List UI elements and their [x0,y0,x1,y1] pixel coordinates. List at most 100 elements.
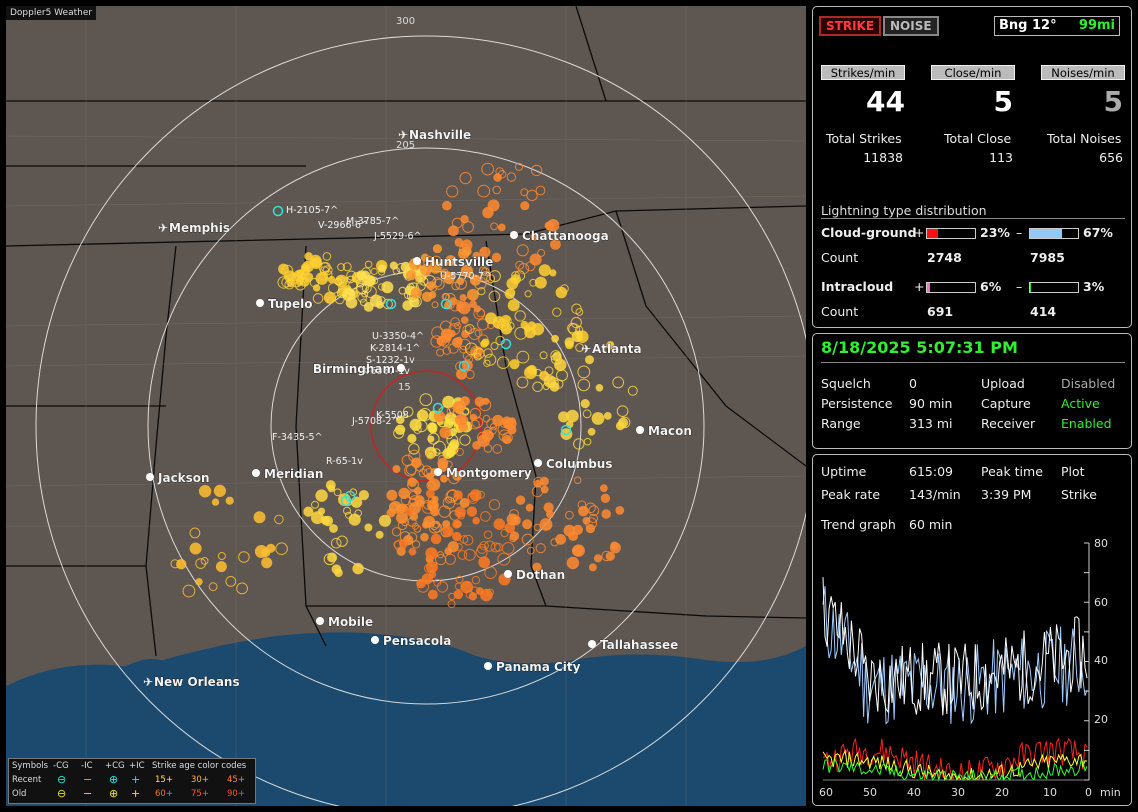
storm-id: F-3435-5^ [272,432,323,443]
storm-id: K-2814-1^ [370,343,420,354]
ring-label-outer: 300 [396,16,415,27]
count-label: Count [821,250,859,265]
y-tick-label: 40 [1094,654,1108,667]
close-per-min-header[interactable]: Close/min [931,65,1015,80]
storm-id: J-5708-2^ [351,416,400,427]
city-dot [146,473,154,481]
plus-ic-symbol: + [131,787,141,800]
ic-positive-pct: 6% [980,279,1002,294]
trend-graph: 80 60 40 20 60 50 40 30 20 10 0 min [819,537,1121,799]
receiver-value[interactable]: Enabled [1061,416,1112,431]
noise-mode-button[interactable]: NOISE [883,16,939,36]
city-label: Meridian [264,467,323,481]
map-legend: Symbols -CG -IC +CG +IC Strike age color… [8,758,256,804]
legend-old-label: Old [12,789,27,799]
storm-id: U-3350-4^ [372,331,424,342]
uptime-value: 615:09 [909,464,953,479]
lightning-map[interactable]: 300 205 15 H-2105-7^ M-3785-7^ V-2966-6^… [6,6,806,806]
x-axis-unit: min [1100,786,1121,799]
peak-rate-value: 143/min [909,487,961,502]
ic-negative-count: 414 [1030,304,1057,319]
legend-recent-label: Recent [12,775,42,785]
storm-id: H-2105-7^ [286,205,338,216]
squelch-label: Squelch [821,376,871,391]
total-close-value: 113 [989,150,1013,165]
peak-rate-label: Peak rate [821,487,881,502]
strike-mode-button[interactable]: STRIKE [819,16,882,36]
age-code: 75+ [191,789,209,799]
city-label: Huntsville [425,255,493,269]
city-label: Birmingham [313,362,395,376]
age-code: 15+ [155,775,173,785]
airport-icon: ✈ [158,221,168,235]
range-label: Range [821,416,861,431]
city-label: Tupelo [268,297,313,311]
distribution-title: Lightning type distribution [821,203,987,218]
peak-time-value: 3:39 PM [981,487,1032,502]
ic-negative-pct: 3% [1083,279,1105,294]
plus-cg-symbol: ⊕ [109,787,119,800]
capture-label: Capture [981,396,1031,411]
y-tick-label: 60 [1094,596,1108,609]
persistence-label: Persistence [821,396,893,411]
city-label: Macon [648,424,692,438]
ic-positive-count: 691 [927,304,954,319]
x-tick-label: 60 [819,786,833,799]
storm-id: K-5508 [376,410,409,421]
plot-label: Plot [1061,464,1085,479]
city-label: Jackson [157,471,210,485]
city-dot [504,570,512,578]
plot-value[interactable]: Strike [1061,487,1097,502]
squelch-value[interactable]: 0 [909,376,917,391]
storm-id: M-3785-7^ [346,216,399,227]
persistence-value[interactable]: 90 min [909,396,953,411]
x-tick-label: 40 [907,786,921,799]
legend-type: -CG [53,761,69,771]
city-label: Dothan [516,568,565,582]
city-label: Columbus [546,457,613,471]
city-label: Montgomery [446,466,532,480]
city-dot [413,257,421,265]
datetime-display: 8/18/2025 5:07:31 PM [821,338,1018,357]
cg-negative-bar [1029,228,1079,239]
minus-sign: – [1016,279,1023,294]
plus-ic-symbol: + [131,773,141,786]
city-dot [588,640,596,648]
ring-label-inner: 15 [398,382,411,393]
cloud-ground-label: Cloud-ground [821,225,917,240]
ring-label-mid: 205 [396,140,415,151]
city-dot [534,459,542,467]
strikes-per-min-header[interactable]: Strikes/min [821,65,905,80]
legend-type: +IC [129,761,145,771]
upload-value[interactable]: Disabled [1061,376,1116,391]
city-dot [256,299,264,307]
storm-id: R-65-1v [326,456,363,467]
noises-per-min-header[interactable]: Noises/min [1041,65,1125,80]
total-strikes-value: 11838 [863,150,903,165]
minus-ic-symbol: − [83,787,93,800]
divider [821,218,1125,219]
noises-per-min-value: 5 [1103,85,1123,118]
plus-cg-symbol: ⊕ [109,773,119,786]
close-per-min-value: 5 [993,85,1013,118]
city-label: Panama City [496,660,581,674]
strike-clusters [170,162,638,608]
receiver-label: Receiver [981,416,1036,431]
trend-graph-value[interactable]: 60 min [909,517,953,532]
lake-shape [126,658,176,673]
divider [821,362,1125,363]
legend-symbols-label: Symbols [12,761,49,771]
city-label: Atlanta [592,342,642,356]
city-label: Pensacola [383,634,451,648]
x-tick-label: 20 [995,786,1009,799]
capture-value[interactable]: Active [1061,396,1100,411]
legend-age-header: Strike age color codes [152,761,247,771]
city-dot [252,469,260,477]
city-dot [434,468,442,476]
plus-sign: + [914,225,925,240]
age-code: 45+ [227,775,245,785]
range-value[interactable]: 313 mi [909,416,953,431]
settings-panel: 8/18/2025 5:07:31 PM Squelch 0 Upload Di… [812,333,1132,449]
age-code: 30+ [191,775,209,785]
city-label: Nashville [409,128,471,142]
